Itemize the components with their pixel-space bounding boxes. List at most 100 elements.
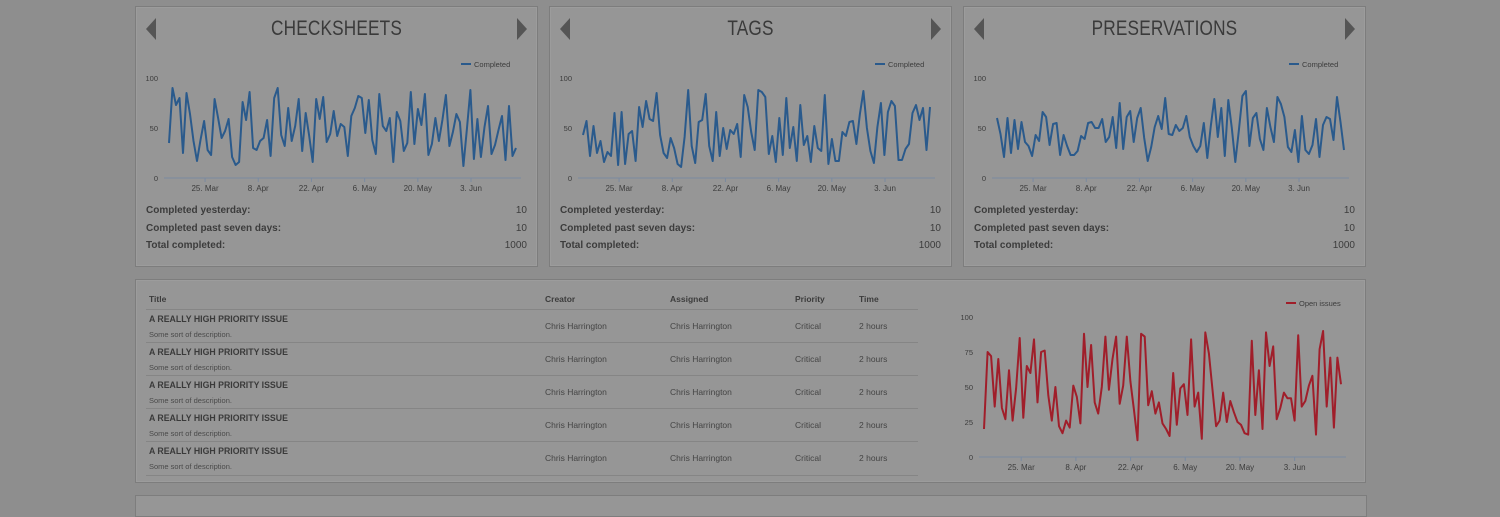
data-point <box>614 112 616 114</box>
issue-title[interactable]: A REALLY HIGH PRIORITY ISSUE <box>149 347 288 358</box>
previous-arrow-icon[interactable] <box>560 18 570 40</box>
legend-label[interactable]: Completed <box>888 60 924 69</box>
data-point <box>1319 156 1321 158</box>
data-point <box>691 145 693 147</box>
table-row[interactable]: A REALLY HIGH PRIORITY ISSUE Some sort o… <box>146 408 918 442</box>
y-tick-label: 0 <box>982 174 986 183</box>
column-header-priority[interactable]: Priority <box>795 294 825 304</box>
data-point <box>172 87 174 89</box>
issue-description: Some sort of description. <box>149 429 232 438</box>
data-point <box>434 117 436 119</box>
data-point <box>1286 397 1288 399</box>
data-point <box>1326 406 1328 408</box>
data-point <box>224 130 226 132</box>
data-point <box>1129 380 1131 382</box>
data-point <box>214 98 216 100</box>
data-point <box>291 140 293 142</box>
data-point <box>841 131 843 133</box>
column-header-creator[interactable]: Creator <box>545 294 576 304</box>
data-point <box>1290 397 1292 399</box>
data-point <box>733 133 735 135</box>
stat-label: Completed yesterday: <box>974 205 1079 216</box>
data-point <box>792 126 794 128</box>
data-point <box>364 132 366 134</box>
data-point <box>1204 331 1206 333</box>
issue-title[interactable]: A REALLY HIGH PRIORITY ISSUE <box>149 413 288 424</box>
issue-priority: Critical <box>795 321 821 331</box>
x-tick-label: 25. Mar <box>1008 463 1035 472</box>
issue-assigned: Chris Harrington <box>670 453 732 463</box>
column-header-assigned[interactable]: Assigned <box>670 294 709 304</box>
legend-label[interactable]: Open issues <box>1299 299 1341 308</box>
data-point <box>987 351 989 353</box>
data-point <box>1176 424 1178 426</box>
table-row[interactable]: A REALLY HIGH PRIORITY ISSUE Some sort o… <box>146 309 918 343</box>
data-point <box>1065 420 1067 422</box>
issue-creator: Chris Harrington <box>545 420 607 430</box>
legend-label[interactable]: Completed <box>1302 60 1338 69</box>
data-point <box>666 157 668 159</box>
data-point <box>1220 107 1222 109</box>
column-header-time[interactable]: Time <box>859 294 879 304</box>
stat-row: Completed past seven days: 10 <box>974 223 1355 241</box>
issue-title[interactable]: A REALLY HIGH PRIORITY ISSUE <box>149 380 288 391</box>
data-point <box>905 148 907 150</box>
data-point <box>722 127 724 129</box>
data-point <box>1066 145 1068 147</box>
stat-row: Completed past seven days: 10 <box>560 223 941 241</box>
issue-title[interactable]: A REALLY HIGH PRIORITY ISSUE <box>149 314 288 325</box>
issue-creator: Chris Harrington <box>545 387 607 397</box>
table-row[interactable]: A REALLY HIGH PRIORITY ISSUE Some sort o… <box>146 441 918 476</box>
data-point <box>1319 348 1321 350</box>
data-point <box>252 147 254 149</box>
preservations-card: PRESERVATIONS 0 50 100 25. Mar 8. Apr 22. Apr… <box>963 6 1366 267</box>
data-point <box>1033 338 1035 340</box>
data-point <box>1213 98 1215 100</box>
data-point <box>684 136 686 138</box>
data-point <box>1238 130 1240 132</box>
next-arrow-icon[interactable] <box>931 18 941 40</box>
previous-arrow-icon[interactable] <box>974 18 984 40</box>
data-point <box>1241 95 1243 97</box>
table-row[interactable]: A REALLY HIGH PRIORITY ISSUE Some sort o… <box>146 342 918 376</box>
data-point <box>1179 387 1181 389</box>
x-tick-label: 6. May <box>767 184 791 193</box>
data-point <box>427 154 429 156</box>
data-point <box>277 87 279 89</box>
x-tick-label: 20. May <box>818 184 846 193</box>
next-arrow-icon[interactable] <box>1345 18 1355 40</box>
data-point <box>1017 148 1019 150</box>
stat-row: Completed yesterday: 10 <box>974 205 1355 223</box>
data-point <box>1226 421 1228 423</box>
next-arrow-icon[interactable] <box>517 18 527 40</box>
data-point <box>459 121 461 123</box>
data-point <box>1026 365 1028 367</box>
data-point <box>1003 156 1005 158</box>
data-point <box>677 163 679 165</box>
data-point <box>1266 107 1268 109</box>
data-point <box>259 140 261 142</box>
y-tick-label: 75 <box>965 348 973 357</box>
table-row[interactable]: A REALLY HIGH PRIORITY ISSUE Some sort o… <box>146 375 918 409</box>
data-point <box>1201 438 1203 440</box>
y-tick-label: 50 <box>564 124 572 133</box>
x-tick-label: 3. Jun <box>1288 184 1310 193</box>
data-point <box>663 152 665 154</box>
previous-arrow-icon[interactable] <box>146 18 156 40</box>
data-point <box>249 91 251 93</box>
series-line <box>996 90 1345 163</box>
data-point <box>915 104 917 106</box>
data-point <box>235 164 237 166</box>
data-point <box>266 119 268 121</box>
data-point <box>182 152 184 154</box>
data-point <box>438 140 440 142</box>
issue-title[interactable]: A REALLY HIGH PRIORITY ISSUE <box>149 446 288 457</box>
column-header-title[interactable]: Title <box>149 294 167 304</box>
data-point <box>256 149 258 151</box>
legend-label[interactable]: Completed <box>474 60 510 69</box>
data-point <box>631 130 633 132</box>
data-point <box>824 94 826 96</box>
data-point <box>1144 336 1146 338</box>
data-point <box>743 94 745 96</box>
data-point <box>848 121 850 123</box>
